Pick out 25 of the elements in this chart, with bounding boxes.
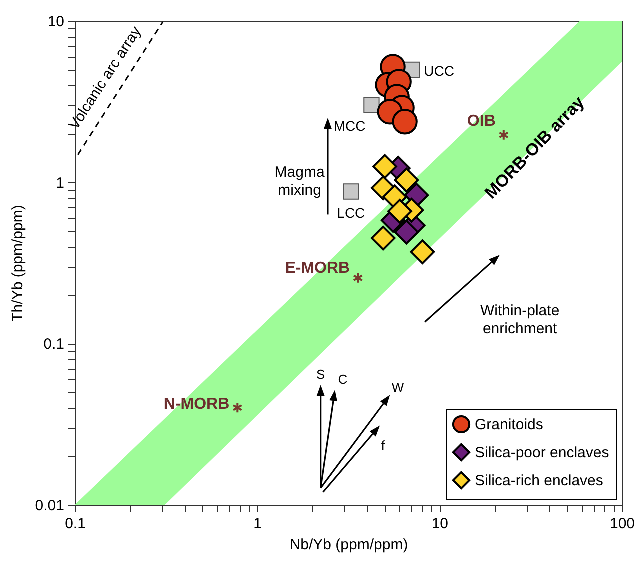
annotation: f — [381, 438, 386, 454]
annotation: Within-plate enrichment — [480, 302, 560, 338]
annotation: LCC — [337, 204, 366, 221]
x-tick-label: 1 — [254, 516, 262, 532]
y-tick-label: 0.01 — [35, 498, 64, 514]
x-tick-label: 10 — [432, 516, 449, 532]
y-tick-label: 0.1 — [44, 336, 64, 354]
y-tick-label: 10 — [48, 14, 64, 30]
x-axis-title: Nb/Yb (ppm/ppm) — [290, 536, 408, 554]
annotation: OIB — [467, 113, 496, 130]
annotation: S — [316, 367, 326, 382]
legend-label: Silica-poor enclaves — [475, 444, 610, 462]
x-tick-label: 100 — [610, 516, 636, 532]
annotation: C — [338, 372, 348, 388]
annotation: E-MORB — [285, 260, 350, 278]
annotation: N-MORB — [164, 396, 230, 413]
annotation: UCC — [424, 62, 454, 79]
annotation: MCC — [334, 118, 366, 134]
x-tick-label: 0.1 — [65, 516, 86, 532]
y-tick-label: 1 — [56, 174, 64, 192]
annotation: Magma mixing — [274, 164, 326, 199]
annotation: W — [392, 380, 405, 396]
y-axis-title: Th/Yb (ppm/ppm) — [9, 205, 26, 322]
legend-label: Granitoids — [475, 416, 544, 434]
legend-label: Silica-rich enclaves — [475, 472, 604, 490]
